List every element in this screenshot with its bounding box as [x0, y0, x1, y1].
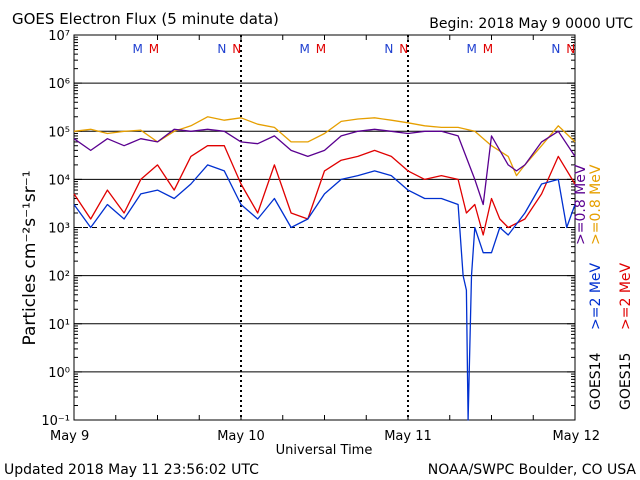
x-tick-label: May 11 — [384, 429, 432, 444]
marker-letter: M — [149, 42, 159, 56]
x-tick-label: May 10 — [217, 429, 265, 444]
legend-goes15-ge08: >=0.8 MeV — [588, 164, 604, 245]
day-divider-lines — [115, 35, 534, 420]
x-tick-label: May 12 — [552, 429, 600, 444]
legend-goes15: GOES15 — [618, 353, 634, 410]
marker-letter: M — [316, 42, 326, 56]
marker-letter: N — [232, 42, 241, 56]
marker-letter: M — [132, 42, 142, 56]
begin-label: Begin: 2018 May 9 0000 UTC — [429, 16, 633, 32]
grid-lines — [74, 34, 575, 421]
y-tick-label: 10⁴ — [48, 173, 70, 188]
updated-timestamp: Updated 2018 May 11 23:56:02 UTC — [4, 462, 259, 478]
y-tick-label: 10¹ — [48, 318, 70, 333]
chart-title: GOES Electron Flux (5 minute data) — [12, 10, 279, 28]
marker-letter: N — [399, 42, 408, 56]
legend: >=0.8 MeV >=0.8 MeV >=2 MeV >=2 MeV GOES… — [573, 164, 634, 410]
legend-goes14-ge08: >=0.8 MeV — [573, 164, 589, 245]
legend-goes14-ge2: >=2 MeV — [588, 262, 604, 330]
y-axis-label: Particles cm⁻²s⁻¹sr⁻¹ — [20, 170, 40, 345]
series-goes15_ge2 — [73, 145, 576, 236]
marker-letter: M — [299, 42, 309, 56]
marker-letter: N — [217, 42, 226, 56]
x-tick-label: May 9 — [50, 429, 89, 444]
x-axis-label: Universal Time — [276, 443, 373, 458]
y-tick-label: 10⁶ — [48, 77, 70, 92]
series-goes14_ge2 — [73, 164, 576, 421]
marker-letter: N — [384, 42, 393, 56]
x-tick-labels: May 9 May 10 May 11 May 12 — [50, 429, 600, 444]
y-tick-label: 10³ — [48, 222, 70, 237]
y-tick-labels: 10⁻¹ 10⁰ 10¹ 10² 10³ 10⁴ 10⁵ 10⁶ 10⁷ — [41, 29, 70, 429]
legend-goes14: GOES14 — [588, 352, 604, 410]
y-tick-label: 10² — [48, 270, 70, 285]
series-goes14_ge08 — [73, 128, 576, 206]
y-tick-label: 10⁷ — [48, 29, 70, 44]
y-tick-label: 10⁵ — [48, 125, 70, 140]
source-credit: NOAA/SWPC Boulder, CO USA — [428, 462, 637, 478]
legend-goes15-ge2: >=2 MeV — [618, 262, 634, 330]
y-tick-label: 10⁰ — [48, 366, 70, 381]
y-tick-label: 10⁻¹ — [41, 414, 70, 429]
series-lines — [73, 116, 576, 421]
marker-letter: M — [483, 42, 493, 56]
marker-letter: M — [466, 42, 476, 56]
marker-letter: N — [566, 42, 575, 56]
marker-letter: N — [551, 42, 560, 56]
